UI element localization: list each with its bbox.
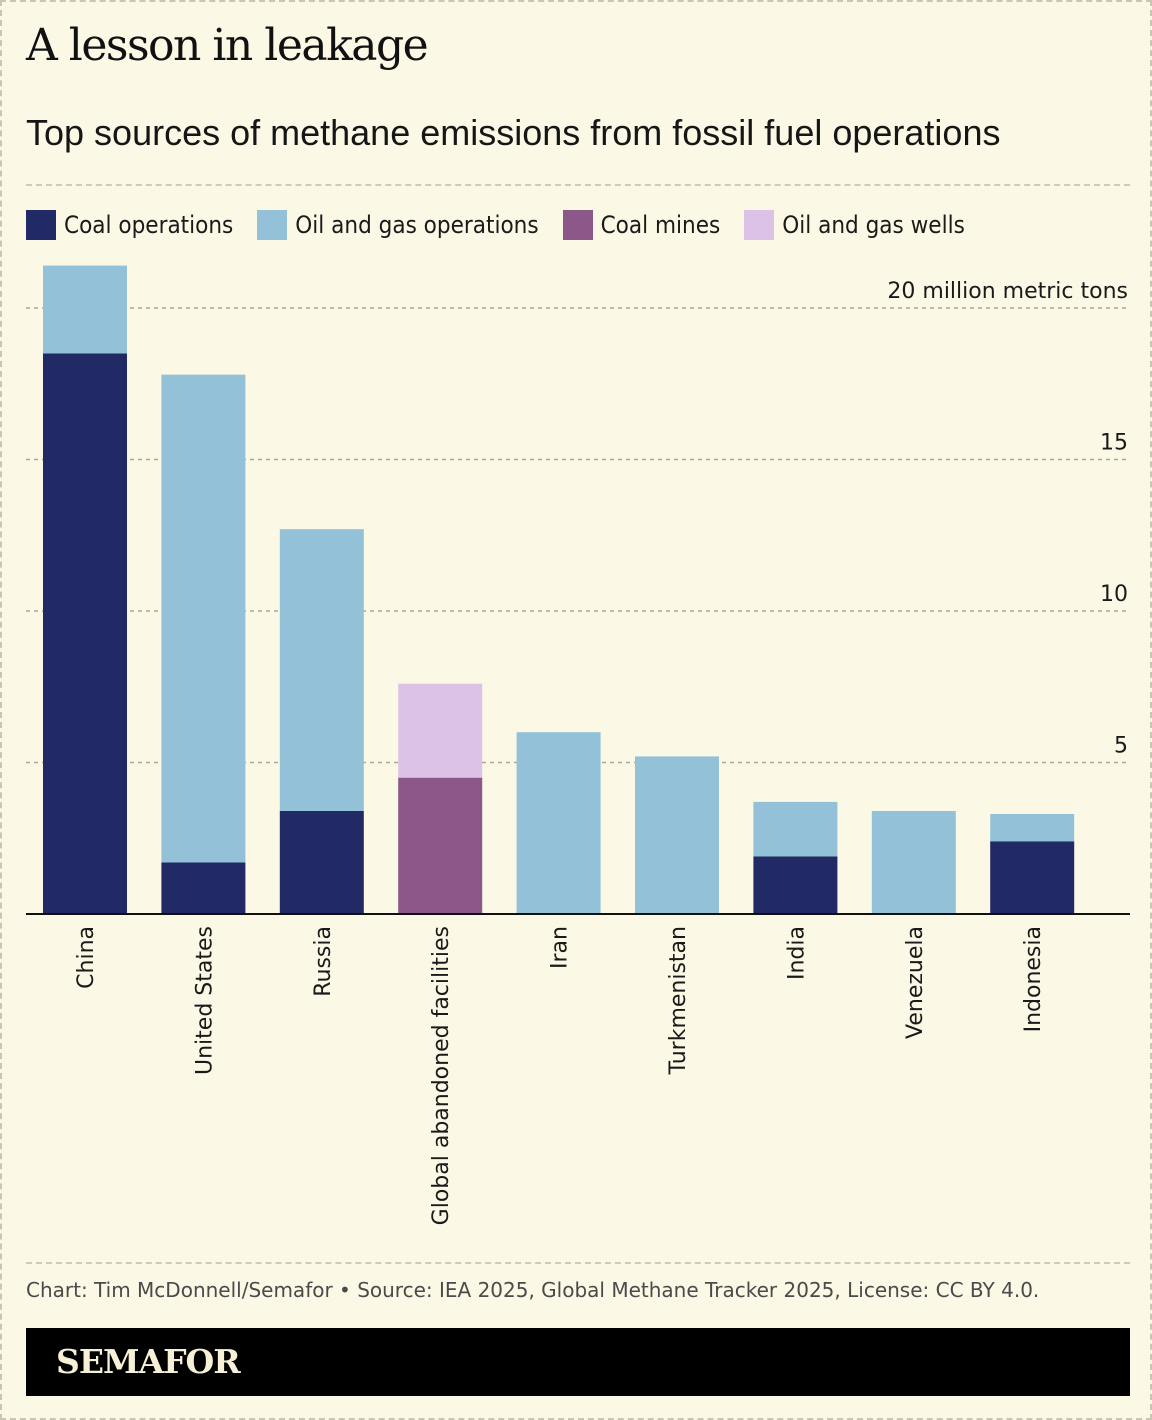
bar-united-states-oil-and-gas-operations — [161, 374, 246, 863]
legend-label: Coal operations — [64, 211, 234, 239]
x-category-label: Global abandoned facilities — [429, 926, 454, 1225]
brand-bar: SEMAFOR — [26, 1328, 1130, 1396]
x-category-label: Turkmenistan — [666, 926, 691, 1075]
brand-logo: SEMAFOR — [56, 1342, 241, 1381]
legend-item-coal-operations: Coal operations — [26, 210, 233, 240]
y-tick-label: 5 — [1114, 734, 1128, 759]
x-category-label: United States — [192, 926, 217, 1075]
legend-item-oil-gas-operations: Oil and gas operations — [257, 210, 539, 240]
x-category-label: Iran — [548, 926, 573, 969]
source-note: Chart: Tim McDonnell/Semafor • Source: I… — [26, 1278, 1040, 1302]
stacked-bar-chart: 5 10 15 20 million metric tons China United S… — [26, 265, 1130, 1225]
legend-label: Coal mines — [600, 211, 721, 239]
bar-india-coal-operations — [753, 856, 838, 914]
bar-russia-coal-operations — [279, 810, 364, 914]
top-divider — [26, 184, 1130, 186]
bar-venezuela-oil-and-gas-operations — [871, 810, 956, 914]
legend: Coal operations Oil and gas operations C… — [26, 210, 989, 240]
bar-indonesia-oil-and-gas-operations — [990, 814, 1075, 842]
bottom-divider — [26, 1262, 1130, 1264]
y-tick-label: 15 — [1100, 431, 1128, 456]
legend-swatch — [744, 210, 775, 240]
bar-china-coal-operations — [43, 353, 127, 914]
x-category-label: Venezuela — [903, 926, 928, 1039]
bar-global-abandoned-facilities-coal-mines — [398, 777, 483, 914]
bar-india-oil-and-gas-operations — [753, 801, 838, 857]
bar-iran-oil-and-gas-operations — [516, 732, 601, 914]
y-tick-label: 10 — [1100, 582, 1128, 607]
legend-item-coal-mines: Coal mines — [562, 210, 721, 240]
bar-united-states-coal-operations — [161, 862, 246, 914]
x-category-label: Russia — [311, 926, 336, 997]
x-category-label: China — [74, 926, 99, 989]
bar-china-oil-and-gas-operations — [43, 265, 127, 354]
bar-russia-oil-and-gas-operations — [279, 529, 364, 811]
legend-swatch — [562, 210, 593, 240]
legend-item-oil-gas-wells: Oil and gas wells — [744, 210, 965, 240]
headline: A lesson in leakage — [26, 20, 429, 71]
legend-label: Oil and gas operations — [295, 211, 539, 239]
x-category-label: India — [784, 926, 809, 980]
bar-indonesia-coal-operations — [990, 841, 1075, 914]
legend-swatch — [26, 210, 56, 240]
x-category-label: Indonesia — [1021, 926, 1046, 1032]
bar-turkmenistan-oil-and-gas-operations — [635, 756, 719, 914]
y-tick-label: 20 million metric tons — [887, 279, 1128, 304]
legend-label: Oil and gas wells — [782, 211, 965, 239]
legend-swatch — [257, 210, 288, 240]
subtitle: Top sources of methane emissions from fo… — [26, 112, 1001, 153]
bar-global-abandoned-facilities-oil-and-gas-wells — [398, 683, 483, 778]
